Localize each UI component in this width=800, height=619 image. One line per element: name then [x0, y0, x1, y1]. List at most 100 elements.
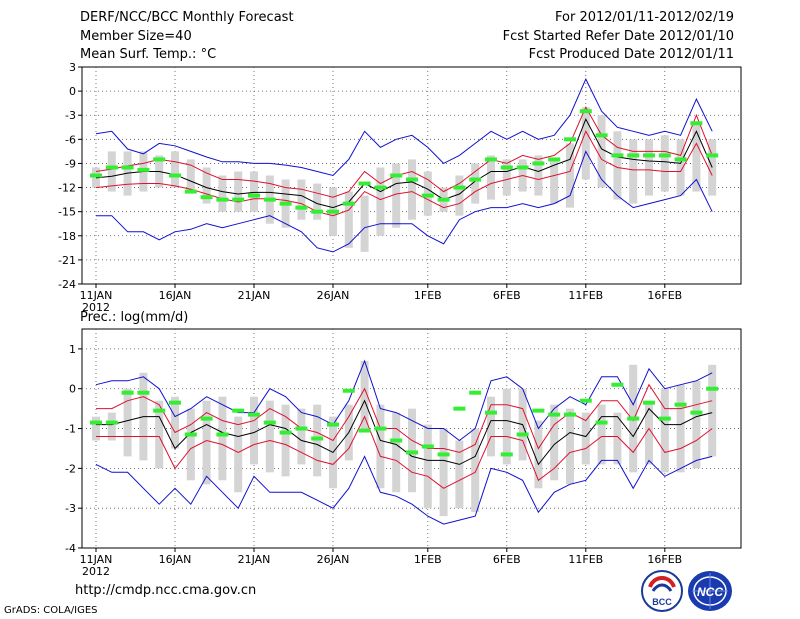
chart-temp-range-box: [645, 139, 653, 196]
chart-prec-range-box: [534, 420, 543, 489]
chart-temp-range-box: [423, 171, 432, 216]
chart-temp-range-box: [692, 123, 701, 192]
chart-temp-ytick-label: -12: [58, 182, 76, 195]
chart-temp-range-box: [471, 163, 480, 204]
chart-prec-range-box: [107, 412, 116, 441]
chart-prec-xtick-label: 11JAN: [80, 553, 113, 566]
chart-temp-range-box: [613, 131, 622, 200]
chart-prec-range-box: [676, 384, 685, 473]
chart-temp-ytick-label: 0: [69, 85, 76, 98]
chart-prec-range-box: [597, 404, 606, 465]
chart-temp-xtick-label: 11JAN: [80, 289, 113, 302]
chart-temp-xtick-label: 6FEB: [493, 289, 521, 302]
chart-prec-xtick-label: 16FEB: [647, 553, 682, 566]
chart-temp-range-box: [202, 167, 211, 204]
chart-prec-ytick-label: -3: [65, 502, 76, 515]
chart-temp-range-box: [597, 115, 606, 188]
chart-prec-range-box: [487, 396, 495, 457]
chart-prec-ytick-label: -4: [65, 542, 76, 555]
figure-title: DERF/NCC/BCC Monthly Forecast: [80, 10, 294, 25]
chart-prec-range-box: [234, 416, 243, 493]
bcc-logo-text: BCC: [652, 597, 672, 607]
source-url[interactable]: http://cmdp.ncc.cma.gov.cn: [75, 583, 257, 598]
chart-temp-ytick-label: -15: [58, 206, 76, 219]
chart-prec-range-box: [660, 388, 669, 473]
chart-temp-range-box: [360, 195, 369, 252]
chart-temp-line-spread_lower: [95, 130, 713, 217]
chart-temp-line-spread_upper: [95, 106, 713, 198]
chart-prec-xtick-label: 16JAN: [159, 553, 192, 566]
chart-prec-range-box: [250, 396, 258, 465]
chart-prec-line-spread_upper: [96, 383, 713, 453]
ncc-logo-icon: NCC: [688, 571, 732, 611]
chart-prec-range-box: [202, 400, 211, 485]
chart-prec-range-box: [613, 412, 622, 465]
chart-prec-xtick-label: 6FEB: [493, 553, 521, 566]
chart-prec-title: Prec.: log(mm/d): [80, 310, 188, 325]
chart-prec-ytick-label: 1: [69, 343, 76, 356]
chart-temp-ytick-label: 3: [69, 61, 76, 74]
chart-temp-ytick-label: -6: [65, 133, 76, 146]
chart-temp-range-box: [629, 139, 638, 204]
chart-prec-ytick-label: -1: [65, 423, 76, 436]
chart-prec-range-box: [708, 364, 717, 457]
chart-prec-range-box: [392, 412, 401, 493]
chart-prec-range-box: [502, 388, 511, 465]
chart-temp-frame: [81, 66, 742, 285]
chart-prec-line-ensemble_max: [95, 359, 713, 442]
chart-prec-range-box: [423, 424, 432, 509]
chart-temp-xtick-label: 11FEB: [568, 289, 603, 302]
bcc-logo-icon: BCC: [641, 570, 683, 612]
chart-temp-ytick-label: -24: [58, 278, 76, 291]
chart-temp-range-box: [550, 159, 559, 204]
chart-temp-range-box: [660, 135, 669, 192]
chart-temp-ytick-label: -9: [65, 157, 76, 170]
chart-prec-range-box: [566, 408, 574, 485]
chart-prec-frame: [81, 328, 742, 549]
chart-temp-range-box: [218, 175, 227, 212]
variable-label-temp: Mean Surf. Temp.: °C: [80, 47, 217, 62]
chart-prec-range-box: [471, 428, 480, 513]
chart-prec-year-label: 2012: [82, 565, 110, 578]
chart-temp-range-box: [392, 163, 401, 228]
chart-temp-range-box: [297, 179, 306, 220]
forecast-produced-date: Fcst Produced Date 2012/01/11: [528, 47, 734, 62]
chart-prec-range-box: [265, 400, 274, 473]
forecast-started-date: Fcst Started Refer Date 2012/01/10: [502, 29, 734, 44]
chart-temp-line-ensemble_min: [96, 150, 713, 253]
grads-credit: GrADS: COLA/IGES: [4, 605, 98, 616]
chart-temp-xtick-label: 26JAN: [317, 289, 350, 302]
chart-prec-range-box: [92, 416, 100, 441]
chart-temp-line-ensemble_mean: [95, 118, 713, 209]
chart-temp-line-ensemble_max: [95, 77, 713, 177]
chart-prec-range-box: [455, 440, 464, 509]
chart-prec-xtick-label: 26JAN: [317, 553, 350, 566]
chart-temp-xtick-label: 21JAN: [238, 289, 271, 302]
chart-prec-range-box: [376, 404, 385, 489]
chart-temp-range-box: [676, 139, 685, 196]
chart-prec-xtick-label: 1FEB: [414, 553, 442, 566]
chart-prec-range-box: [581, 412, 590, 465]
chart-temp-range-box: [566, 143, 574, 208]
chart-prec-line-spread_lower: [96, 415, 713, 489]
chart-temp-year-label: 2012: [82, 301, 110, 314]
chart-temp-ytick-label: -18: [58, 230, 76, 243]
chart-temp-range-box: [581, 107, 590, 180]
chart-prec-range-box: [155, 400, 164, 469]
chart-prec-range-box: [123, 388, 132, 457]
chart-temp-range-box: [502, 159, 511, 196]
chart-prec-range-box: [297, 408, 306, 465]
chart-temp-range-box: [487, 155, 495, 200]
chart-prec-line-ensemble_min: [95, 455, 713, 525]
chart-prec-ytick-label: 0: [69, 383, 76, 396]
ncc-logo-text: NCC: [697, 585, 723, 599]
chart-prec-range-box: [186, 408, 195, 481]
chart-prec-line-ensemble_mean: [96, 399, 713, 466]
chart-temp-range-box: [313, 183, 322, 220]
chart-prec-range-box: [439, 428, 448, 517]
chart-temp-ytick-label: -21: [58, 254, 76, 267]
chart-prec-range-box: [550, 404, 559, 481]
chart-prec-range-box: [171, 396, 179, 449]
